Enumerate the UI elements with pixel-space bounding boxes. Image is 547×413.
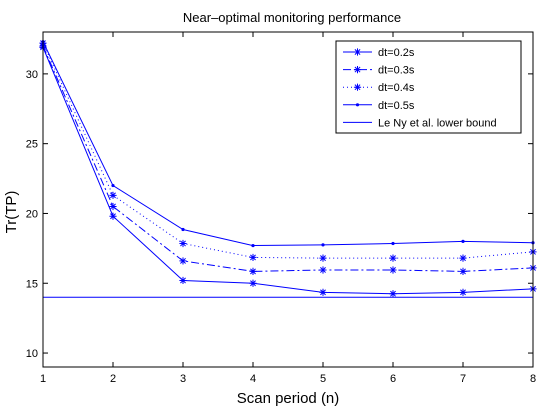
data-point	[111, 183, 115, 188]
x-tick-label: 6	[390, 373, 396, 385]
series-line	[42, 45, 534, 272]
chart-title: Near–optimal monitoring performance	[183, 10, 401, 25]
x-tick-label: 2	[110, 373, 116, 385]
data-point	[391, 241, 395, 246]
data-point	[179, 239, 187, 248]
data-point	[109, 202, 117, 211]
data-point	[181, 227, 185, 232]
data-point	[109, 212, 117, 220]
data-point	[179, 257, 187, 265]
x-tick-label: 4	[250, 373, 256, 385]
data-point	[459, 254, 467, 262]
data-point	[389, 290, 397, 298]
x-tick-label: 1	[40, 373, 46, 385]
data-point	[389, 254, 397, 262]
legend-label: Le Ny et al. lower bound	[378, 117, 497, 129]
legend-marker	[355, 103, 360, 107]
data-point	[389, 266, 397, 274]
y-tick-label: 30	[26, 69, 38, 81]
data-point	[459, 288, 467, 296]
y-tick-label: 10	[26, 348, 38, 360]
y-tick-label: 25	[26, 139, 38, 151]
plot-frame	[42, 31, 534, 368]
data-point	[461, 239, 465, 243]
x-axis-ticks: 1 2 3 4 5 6 7 8	[40, 32, 536, 385]
series-layer	[39, 39, 537, 298]
series-line	[42, 47, 534, 295]
data-point	[249, 267, 257, 275]
data-point	[319, 288, 327, 296]
data-point	[459, 267, 467, 275]
data-point	[109, 191, 117, 199]
data-point	[249, 279, 257, 287]
legend-label: dt=0.2s	[378, 47, 415, 59]
x-tick-label: 7	[460, 373, 466, 385]
legend-label: dt=0.3s	[378, 65, 415, 77]
y-axis-label: Tr(TP)	[3, 191, 20, 234]
x-tick-label: 3	[180, 373, 186, 385]
y-axis-ticks: 10 15 20 25 30	[26, 69, 533, 360]
legend: dt=0.2s dt=0.3s dt=0.4s dt=0.5s Le Ny et al.…	[335, 40, 522, 134]
legend-label: dt=0.5s	[378, 100, 415, 112]
data-point	[321, 243, 325, 247]
data-point	[319, 266, 327, 274]
series-line	[42, 41, 534, 247]
legend-label: dt=0.4s	[378, 82, 415, 94]
data-point	[319, 254, 327, 262]
legend-marker	[353, 48, 362, 56]
data-point	[179, 276, 187, 285]
x-tick-label: 5	[320, 373, 326, 385]
data-point	[249, 253, 257, 262]
legend-marker	[353, 83, 362, 91]
x-axis-label: Scan period (n)	[237, 390, 340, 407]
y-tick-label: 20	[26, 208, 38, 220]
legend-marker	[353, 66, 362, 74]
data-point	[251, 243, 255, 248]
legend-box	[335, 40, 522, 134]
y-tick-label: 15	[26, 278, 38, 290]
x-tick-label: 8	[530, 373, 536, 385]
